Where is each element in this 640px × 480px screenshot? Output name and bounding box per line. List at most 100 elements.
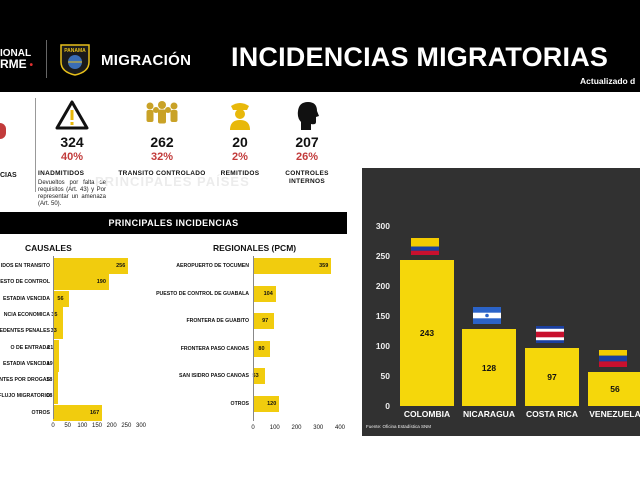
costa-rica-flag-icon [536,325,564,343]
axis-tick: 300 [135,423,146,429]
axis-tick: 300 [313,425,324,431]
updated-label: Actualizado d [580,76,636,86]
bar-value: 190 [96,279,106,286]
axis-tick: 100 [269,425,280,431]
stats-divider [35,98,36,192]
source-note: Fuente: Oficina Estadística SNM [366,424,432,429]
bar [253,285,276,302]
axis-line [53,256,54,419]
x-category-label: COSTA RICA [526,409,578,419]
header-divider [46,40,47,78]
bar-value: 18 [46,377,53,384]
bar [53,372,59,389]
bar-label: NTES POR DROGAS [0,377,50,384]
bar-value: 97 [547,371,557,382]
stat-label: TRANSITO CONTROLADO [118,170,206,177]
axis-tick: 100 [77,423,88,429]
stat-percent: 26% [295,151,319,163]
stat-remitidos: 20 2% REMITIDOS [214,100,266,178]
axis-tick: 0 [251,425,255,431]
bar-label: OTROS [230,400,249,407]
axis-tick: 400 [334,425,345,431]
countries-title: PRINCIPALES PAÍSES [95,174,250,189]
bar-value: 56 [610,384,620,395]
header [0,0,640,92]
bar [53,355,59,372]
axis-tick: 200 [291,425,302,431]
stat-controles-internos: 207 26% CONTROLES INTERNOS [277,100,337,186]
bar [253,395,280,412]
bar-label: EDENTES PENALES [0,328,50,335]
bar [53,274,109,291]
y-tick: 300 [375,221,390,231]
bar-value: 167 [89,409,100,416]
bar-value: 18 [46,393,53,400]
people-group-icon [146,101,178,124]
stat-label: INADMITIDOS [38,170,85,177]
bar [53,404,102,421]
bar-value: 128 [481,362,497,373]
bar-label: OTROS [31,409,50,416]
stat-description: Devueltos por falta de requisitos (Art. … [38,180,106,207]
causales-title: CAUSALES [25,243,72,253]
officer-icon [230,103,250,130]
bar-label: FRONTERA DE GUABITO [186,318,249,324]
stat-percent: 40% [60,151,84,163]
venezuela-flag-icon [599,350,627,368]
bar-value: 21 [47,344,54,351]
header-left-line2: RME [0,57,27,71]
incidences-title-bar: PRINCIPALES INCIDENCIAS [0,212,347,234]
x-category-label: NICARAGUA [463,409,515,419]
stat-percent: 2% [232,151,248,163]
stat-number: 324 [60,134,84,150]
bar-label: SAN ISIDRO PASO CANOAS [179,373,249,379]
bar [253,258,332,274]
warning-icon [55,100,89,130]
y-tick: 150 [375,311,390,321]
x-category-label: COLOMBIA [403,409,451,419]
bar-value: 256 [116,263,126,269]
axis-line [253,256,254,421]
bar-value: 19 [46,360,53,367]
bar [53,290,70,307]
axis-tick: 200 [106,423,117,429]
bar-label: ESTADIA VENCIDA [3,360,50,367]
bar-value: 104 [263,290,273,297]
bar-value: 243 [419,328,435,339]
brand-name: MIGRACIÓN [101,52,192,69]
axis-tick: 250 [121,423,132,429]
stat-number: 262 [150,134,174,150]
bar [53,339,60,356]
bar-value: 35 [51,311,58,318]
migracion-emblem-icon: PANAMA [60,44,90,76]
bar-value: 56 [57,295,64,302]
bar-label: NCIA ECONOMICA [3,311,50,318]
x-category-label: VENEZUELA [589,409,640,419]
bar-label: AEROPUERTO DE TOCUMEN [176,263,249,269]
header-left-brand: IONAL RME • [0,48,33,71]
stat-number: 207 [295,134,319,150]
bar [253,313,275,329]
axis-tick: 0 [51,423,55,429]
stat-percent: 32% [150,151,174,163]
bar [400,260,454,406]
bar [462,329,516,406]
bar [53,388,59,405]
axis-tick: 150 [91,423,102,429]
colombia-flag-icon [411,238,439,256]
bar-value: 53 [252,373,259,379]
bar-value: 359 [319,263,329,269]
bar [53,323,63,340]
bar-label: O DE ENTRADA [10,344,50,351]
nicaragua-flag-icon [473,307,501,325]
stat-inadmitidos: 324 40% INADMITIDOS Devueltos por falta … [38,100,106,208]
bar [253,368,265,384]
stat-transito-controlado: 262 32% TRANSITO CONTROLADO [116,100,208,178]
bar [53,306,64,323]
page-title: INCIDENCIAS MIGRATORIAS [231,42,609,72]
emblem-text: PANAMA [64,48,86,54]
left-partial-icon [0,123,6,139]
y-tick: 250 [375,251,390,261]
y-tick: 100 [375,341,390,351]
bar-label: PUESTO DE CONTROL DE GUABALA [156,290,249,297]
